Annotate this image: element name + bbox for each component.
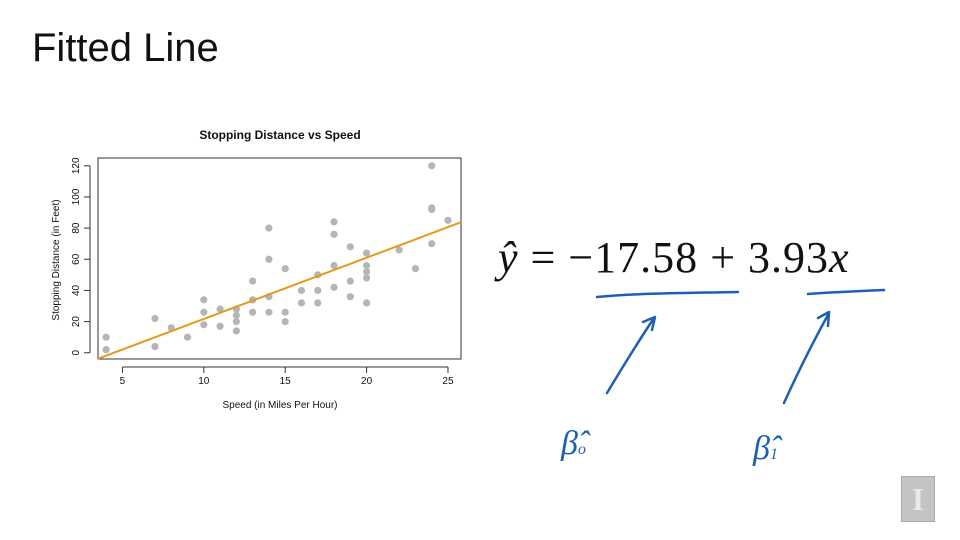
x-tick-label: 10 [198, 376, 210, 387]
data-point [428, 204, 436, 212]
y-tick-label: 20 [71, 316, 82, 328]
data-point [232, 327, 240, 335]
data-point [265, 224, 273, 232]
x-axis: 5 10 15 20 25 [120, 366, 454, 387]
y-axis: 0 20 40 60 80 100 120 [71, 157, 91, 356]
equation-slope: 3.93 [748, 233, 830, 282]
data-point [297, 286, 306, 295]
intercept-arrow [605, 315, 657, 395]
y-tick-label: 0 [71, 350, 82, 356]
y-tick-label: 100 [71, 188, 82, 205]
slope-arrow [782, 310, 831, 405]
data-point [428, 162, 436, 170]
data-point [330, 261, 338, 270]
data-points [102, 162, 452, 354]
data-point [330, 283, 338, 291]
beta0-symbol: β̂ [561, 425, 578, 462]
data-point [411, 265, 420, 273]
data-point [281, 318, 289, 326]
data-point [362, 249, 371, 257]
intercept-underline [595, 290, 740, 299]
data-point [395, 246, 403, 254]
x-tick-label: 20 [361, 376, 373, 387]
data-point [346, 293, 354, 301]
data-point [444, 216, 452, 224]
equation-equals: = [530, 233, 557, 282]
data-point [346, 243, 354, 251]
data-point [281, 265, 289, 273]
plot-frame [97, 157, 462, 360]
x-tick-label: 5 [120, 376, 126, 387]
data-point [330, 230, 338, 238]
data-point [102, 346, 110, 354]
regression-equation: ŷ = −17.58 + 3.93x [498, 232, 850, 283]
data-point [362, 268, 371, 276]
data-point [265, 255, 273, 263]
data-point [297, 299, 306, 307]
data-point [151, 314, 159, 323]
data-point [330, 218, 338, 226]
data-point [314, 299, 322, 307]
slide-title: Fitted Line [32, 26, 219, 70]
x-tick-label: 15 [280, 376, 292, 387]
data-point [200, 308, 208, 316]
beta0-annotation: β̂o [561, 425, 586, 463]
equation-lhs: ŷ [498, 233, 519, 282]
data-point [362, 274, 371, 282]
y-tick-label: 80 [71, 222, 82, 234]
fitted-line-group [97, 221, 462, 360]
university-logo: I [901, 476, 935, 522]
equation-intercept: −17.58 [568, 233, 699, 282]
data-point [183, 333, 192, 341]
data-point [151, 342, 159, 351]
data-point [249, 277, 257, 285]
data-point [314, 286, 322, 295]
chart-title: Stopping Distance vs Speed [199, 128, 360, 142]
data-point [232, 318, 240, 326]
data-point [232, 311, 240, 319]
data-point [346, 277, 354, 285]
equation-plus: + [710, 233, 737, 282]
data-point [428, 240, 436, 248]
x-tick-label: 25 [442, 376, 454, 387]
data-point [249, 308, 257, 316]
data-point [281, 308, 289, 316]
beta1-subscript: 1 [769, 446, 778, 463]
y-tick-label: 40 [71, 284, 82, 296]
slope-underline [806, 288, 886, 296]
data-point [362, 261, 371, 270]
data-point [200, 296, 208, 304]
y-axis-label: Stopping Distance (in Feet) [51, 199, 62, 320]
data-point [362, 299, 371, 307]
data-point [216, 322, 224, 330]
beta1-symbol: β̂ [753, 430, 770, 467]
data-point [200, 321, 208, 329]
equation-variable: x [829, 233, 850, 282]
beta1-annotation: β̂1 [753, 430, 778, 468]
beta0-subscript: o [577, 441, 586, 458]
y-tick-label: 120 [71, 157, 82, 174]
y-tick-label: 60 [71, 253, 82, 265]
data-point [265, 308, 273, 316]
data-point [216, 305, 224, 313]
fitted-line [97, 221, 462, 360]
data-point [102, 333, 110, 341]
x-axis-label: Speed (in Miles Per Hour) [222, 400, 337, 411]
